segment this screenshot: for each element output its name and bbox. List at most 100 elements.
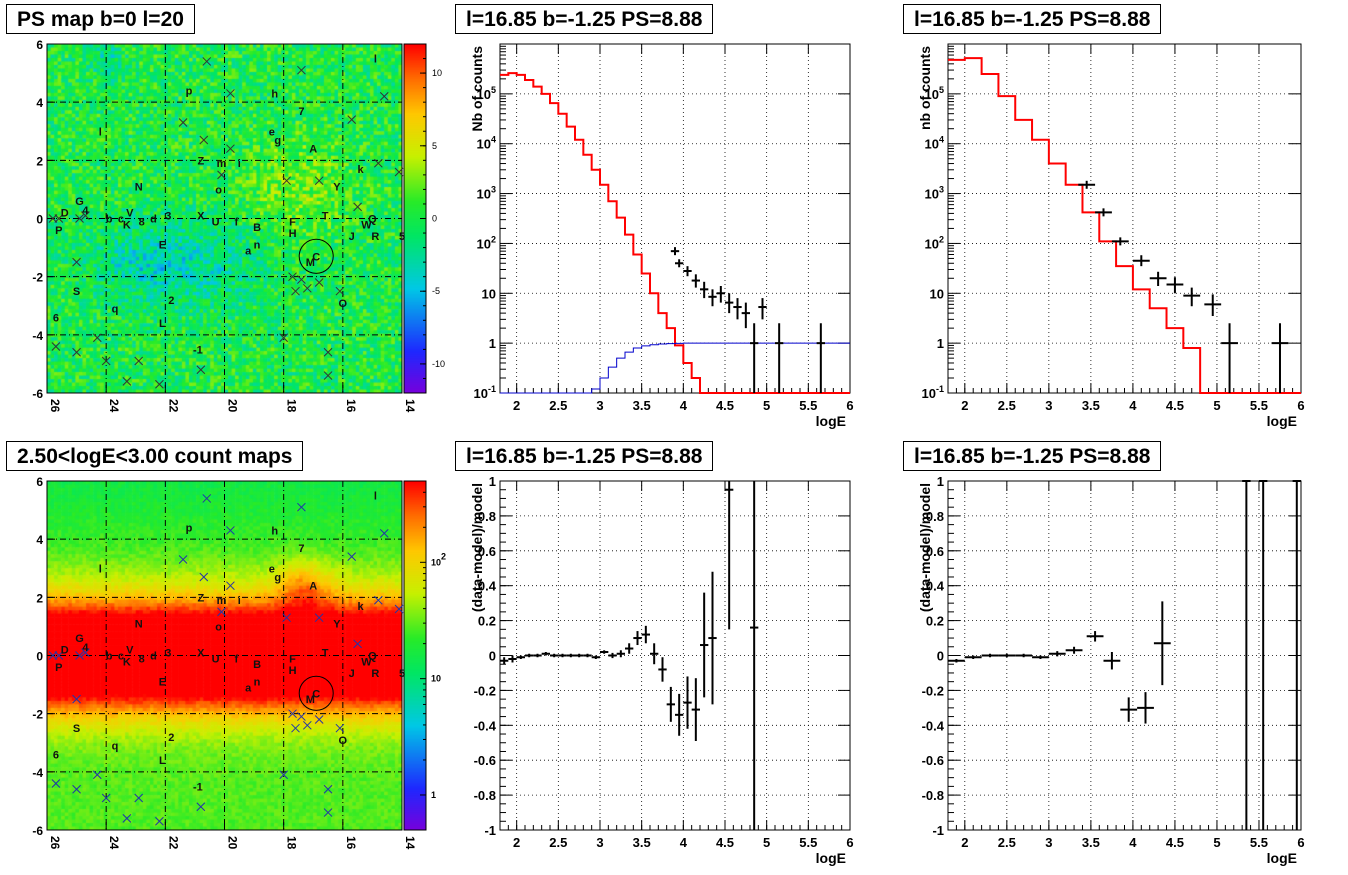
selected-source-circle [298, 675, 334, 711]
source-cross-marker [288, 709, 297, 719]
spectrum-2-y-tick-label: 103 [925, 185, 944, 202]
source-cross-marker [226, 89, 235, 98]
source-cross-marker [347, 115, 357, 124]
source-cross-marker [75, 214, 84, 223]
residual-2-y-axis-label: (data-model)/model [917, 483, 933, 612]
source-label: h [271, 88, 278, 100]
source-label: 3 [165, 648, 171, 660]
map-y-tick-label: -2 [32, 708, 43, 722]
colorbar-tick-label: -10 [432, 359, 445, 369]
source-label: 8 [139, 653, 145, 665]
spectrum-y-tick-label: 1 [489, 336, 496, 351]
residual-y-tick-label: 0.2 [478, 614, 496, 629]
source-label: i [238, 158, 241, 170]
source-label: J [349, 668, 355, 680]
source-label: K [123, 219, 131, 231]
source-label: o [215, 621, 222, 633]
source-label: p [186, 523, 193, 535]
spectrum-y-tick-label: 105 [477, 85, 496, 102]
source-label: O [339, 298, 348, 310]
source-label: i [238, 595, 241, 607]
source-label: c [118, 214, 124, 226]
source-label: n [254, 677, 261, 689]
source-label: g [274, 572, 281, 584]
source-cross-marker [335, 286, 345, 296]
residual-2-y-tick-label: 0.6 [926, 544, 944, 559]
map-x-tick-label: 16 [344, 836, 358, 850]
source-label: X [197, 648, 205, 660]
ps-map-colorbar [404, 44, 426, 393]
source-cross-marker [302, 283, 312, 293]
source-label: -1 [193, 781, 203, 793]
map-y-tick-label: 0 [36, 650, 43, 664]
source-cross-marker [51, 779, 61, 788]
source-label: V [126, 645, 134, 657]
source-cross-marker [335, 723, 345, 733]
source-cross-marker [92, 770, 102, 780]
source-cross-marker [297, 65, 306, 75]
source-label: L [159, 755, 166, 767]
map-x-tick-label: 20 [226, 399, 240, 413]
residual-x-tick-label: 5 [763, 835, 770, 850]
source-label: N [135, 182, 143, 194]
spectrum-2-series-0 [948, 57, 1301, 394]
residual-2-y-tick-label: -0.4 [922, 718, 945, 733]
source-label: Z [197, 592, 204, 604]
residual-2-x-tick-label: 2 [961, 835, 968, 850]
source-cross-marker [178, 118, 188, 127]
source-cross-marker [122, 814, 132, 823]
source-cross-marker [291, 723, 300, 733]
source-label: 7 [298, 543, 304, 555]
count-map-colorbar [404, 481, 426, 830]
residual-x-tick-label: 2.5 [549, 835, 567, 850]
spectrum-y-axis-label: Nb of counts [469, 46, 485, 132]
spectrum-2-x-tick-label: 3.5 [1082, 398, 1100, 413]
spectrum-y-tick-label: 10 [482, 286, 496, 301]
source-label: d [150, 651, 157, 663]
map-y-tick-label: -6 [32, 387, 43, 401]
source-label: D [61, 208, 69, 220]
source-cross-marker [297, 502, 306, 512]
colorbar-tick-label: 102 [431, 551, 446, 567]
count-map-title: 2.50<logE<3.00 count maps [6, 441, 304, 471]
map-x-tick-label: 24 [107, 836, 121, 850]
source-label: 5 [399, 231, 405, 243]
source-label: 8 [139, 216, 145, 228]
colorbar-tick-label: -5 [432, 286, 440, 296]
spectrum-2-x-tick-label: 4 [1129, 398, 1137, 413]
map-x-tick-label: 20 [226, 836, 240, 850]
residual-y-tick-label: 0.6 [478, 544, 496, 559]
source-cross-marker [347, 552, 357, 561]
source-label: R [371, 231, 379, 243]
map-x-tick-label: 14 [403, 399, 417, 413]
source-label: k [358, 164, 365, 176]
source-cross-marker [134, 793, 144, 803]
source-cross-marker [314, 278, 324, 287]
map-y-tick-label: -4 [32, 329, 43, 343]
source-label: f [234, 216, 238, 228]
residual-y-tick-label: 1 [489, 474, 496, 489]
residual-y-tick-label: 0 [489, 649, 496, 664]
source-label: f [234, 653, 238, 665]
residual-x-tick-label: 4 [680, 835, 688, 850]
spectrum-y-tick-label: 10-1 [474, 384, 496, 401]
source-cross-marker [282, 176, 291, 186]
map-y-tick-label: -2 [32, 271, 43, 285]
spectrum-x-tick-label: 2 [513, 398, 520, 413]
source-cross-marker [178, 555, 188, 564]
source-cross-marker [291, 286, 300, 296]
source-label: 6 [53, 749, 59, 761]
source-cross-marker [217, 170, 226, 180]
source-label: Y [333, 182, 341, 194]
source-label: L [159, 318, 166, 330]
spectrum-x-tick-label: 6 [846, 398, 853, 413]
spectrum-y-tick-label: 103 [477, 185, 496, 202]
source-label: e [269, 126, 275, 138]
source-label: H [289, 228, 297, 240]
source-cross-marker [394, 167, 404, 177]
map-x-tick-label: 16 [344, 399, 358, 413]
residual-2-x-axis-label: logE [1267, 850, 1297, 866]
colorbar-tick-label: 1 [431, 790, 436, 800]
residual-x-tick-label: 5.5 [799, 835, 817, 850]
source-label: c [118, 651, 124, 663]
